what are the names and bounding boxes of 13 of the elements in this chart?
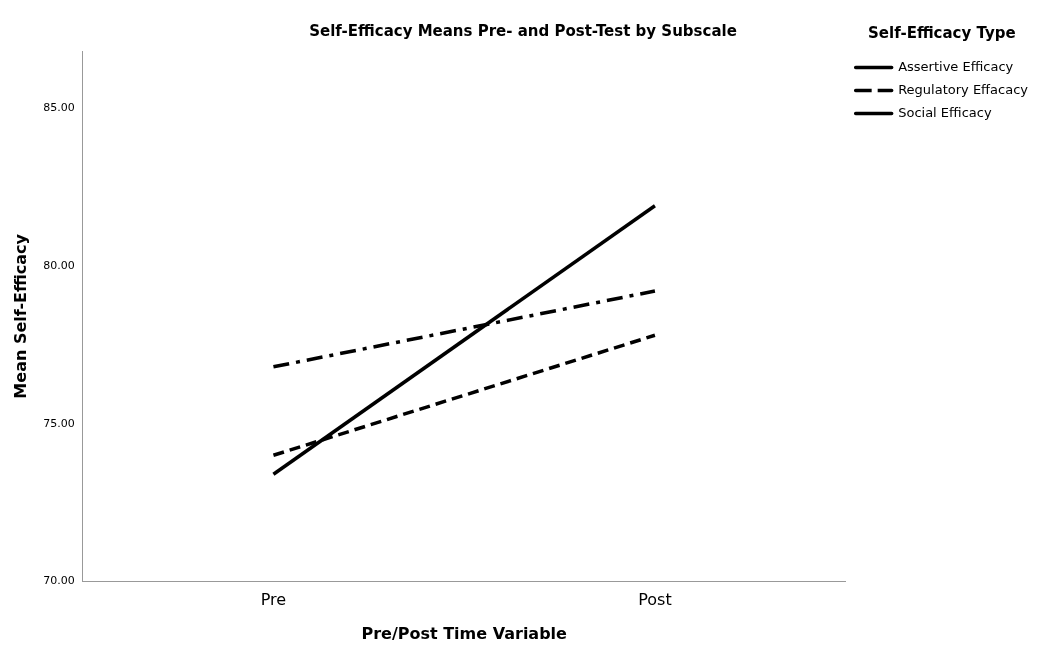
chart-title: Self-Efficacy Means Pre- and Post-Test by Subscale: [309, 21, 737, 40]
y-tick-label: 80.00: [43, 258, 75, 272]
x-tick-label: Post: [638, 590, 672, 610]
y-tick-label: 75.00: [43, 416, 75, 430]
y-tick-label: 70.00: [43, 574, 75, 588]
x-axis-title: Pre/Post Time Variable: [361, 623, 568, 643]
x-tick-label: Pre: [260, 590, 287, 610]
y-axis-title: Mean Self-Efficacy: [10, 233, 30, 399]
legend-label: Assertive Efficacy: [898, 58, 1014, 74]
legend-label: Regulatory Effacacy: [898, 81, 1029, 97]
legend-title: Self-Efficacy Type: [868, 24, 1016, 43]
y-tick-label: 85.00: [43, 100, 75, 114]
legend-label: Social Efficacy: [898, 104, 992, 120]
